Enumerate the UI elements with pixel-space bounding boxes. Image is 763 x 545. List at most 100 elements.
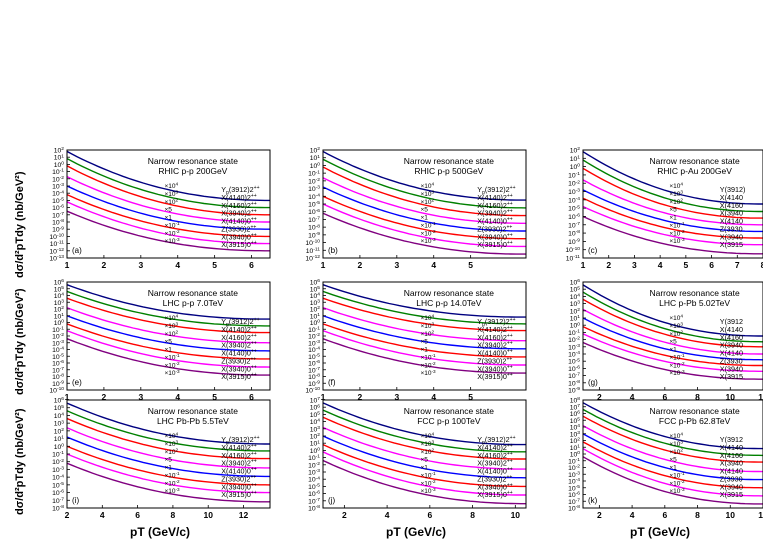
x-tick-label: 1 [321, 260, 326, 270]
series-name-label: X(4140 [720, 467, 743, 476]
y-tick-label: 101 [570, 314, 581, 322]
series-line-1 [583, 291, 763, 343]
scale-factor-label: ×1 [420, 465, 428, 472]
scale-factor-label: ×10-3 [669, 369, 685, 377]
scale-factor-label: ×10-1 [669, 221, 685, 229]
series-name-label: X(4160 [720, 333, 743, 342]
y-tick-label: 108 [570, 396, 581, 404]
x-tick-label: 3 [394, 392, 399, 402]
panel-letter: (g) [588, 378, 598, 387]
y-tick-label: 105 [54, 404, 65, 412]
y-tick-label: 101 [310, 154, 321, 162]
series-line-7 [67, 210, 270, 252]
series-name-label: Yp(3912)2++ [221, 317, 259, 328]
y-tick-label: 10-9 [568, 238, 580, 246]
y-tick-label: 10-4 [308, 192, 320, 200]
series-line-2 [323, 416, 526, 460]
series-line-0 [323, 284, 526, 318]
y-tick-label: 10-5 [52, 197, 64, 205]
series-name-label: X(3940)0++ [221, 364, 257, 373]
scale-factor-label: ×10-1 [669, 353, 685, 361]
y-tick-label: 105 [54, 285, 65, 293]
y-tick-label: 10-3 [308, 185, 320, 193]
y-tick-label: 10-2 [308, 332, 320, 340]
y-tick-label: 10-12 [49, 247, 64, 255]
scale-factor-label: ×10-1 [164, 353, 180, 361]
scale-factor-label: ×10-3 [420, 487, 436, 495]
y-axis-label-row-3: dσ/d²pTdy (nb/GeV²) [14, 408, 26, 515]
y-tick-label: 106 [570, 410, 581, 418]
y-tick-label: 10-9 [308, 231, 320, 239]
scale-factor-label: ×10-2 [164, 361, 180, 369]
scale-factor-label: ×104 [669, 432, 683, 440]
series-name-label: X(3915)0++ [221, 490, 257, 499]
x-tick-label: 6 [249, 392, 254, 402]
y-tick-label: 107 [310, 396, 321, 404]
y-tick-label: 101 [310, 312, 321, 320]
y-tick-label: 10-10 [565, 246, 580, 254]
series-name-label: Z(3930 [720, 356, 743, 365]
x-tick-label: 10 [511, 510, 521, 520]
series-name-label: Yp(3912)2++ [477, 317, 515, 328]
y-tick-label: 10-10 [49, 386, 64, 394]
y-tick-label: 10-4 [568, 477, 580, 485]
scale-factor-label: ×104 [420, 182, 434, 190]
series-name-label: X(4160 [720, 201, 743, 210]
series-line-4 [583, 433, 763, 481]
plot-frame [66, 149, 271, 259]
panel-letter: (e) [72, 378, 82, 387]
y-tick-label: 102 [310, 146, 321, 154]
y-tick-label: 102 [570, 437, 581, 445]
y-tick-label: 10-7 [308, 366, 320, 374]
x-tick-label: 3 [394, 260, 399, 270]
y-tick-label: 101 [54, 312, 65, 320]
y-tick-label: 10-9 [308, 379, 320, 387]
series-line-0 [67, 284, 270, 320]
series-name-label: X(4140)2++ [221, 443, 257, 452]
series-line-0 [323, 402, 526, 446]
series-line-7 [67, 338, 270, 376]
scale-factor-label: ×104 [164, 432, 178, 440]
series-name-label: Z(3930)2++ [477, 224, 512, 233]
series-name-label: Z(3930)2++ [221, 474, 256, 483]
scale-factor-label: ×1 [669, 215, 677, 222]
x-axis-label-col-3: pT (GeV/c) [630, 525, 691, 539]
scale-factor-label: ×10-3 [164, 487, 180, 495]
y-tick-label: 103 [54, 419, 65, 427]
scale-factor-label: ×102 [669, 329, 683, 337]
scale-factor-label: ×10-2 [420, 479, 436, 487]
series-line-3 [583, 308, 763, 355]
y-tick-label: 100 [310, 447, 321, 455]
x-tick-label: 4 [630, 392, 635, 402]
scale-factor-label: ×1 [669, 465, 677, 472]
y-tick-label: 10-3 [52, 339, 64, 347]
series-name-label: X(3915)0++ [221, 240, 257, 249]
series-name-label: X(4140 [720, 217, 743, 226]
x-tick-label: 1 [65, 392, 70, 402]
y-tick-label: 101 [54, 153, 65, 161]
series-line-7 [583, 215, 763, 255]
y-tick-label: 10-12 [305, 254, 320, 262]
plot-frame [322, 399, 527, 509]
y-tick-label: 10-3 [308, 468, 320, 476]
scale-factor-label: ×103 [669, 190, 683, 198]
y-tick-label: 10-4 [568, 350, 580, 358]
y-tick-label: 10-6 [568, 491, 580, 499]
scale-factor-label: ×102 [420, 329, 434, 337]
panel-subtitle: LHC p-p 14.0TeV [416, 298, 482, 308]
panel-subtitle: FCC p-Pb 62.8TeV [659, 416, 731, 426]
series-line-6 [67, 453, 270, 494]
y-tick-label: 103 [310, 298, 321, 306]
panel-title: Narrow resonance state [148, 156, 239, 166]
x-tick-label: 3 [138, 260, 143, 270]
series-line-5 [323, 195, 526, 240]
scale-factor-label: ×10-2 [420, 361, 436, 369]
series-line-3 [323, 306, 526, 342]
chart-panel-b: 10210110010-110-210-310-410-510-610-710-… [305, 146, 527, 270]
x-tick-label: 5 [212, 260, 217, 270]
series-line-4 [67, 185, 270, 230]
y-tick-label: 10-8 [52, 373, 64, 381]
y-tick-label: 102 [54, 305, 65, 313]
y-tick-label: 105 [310, 411, 321, 419]
y-tick-label: 10-1 [52, 168, 64, 176]
